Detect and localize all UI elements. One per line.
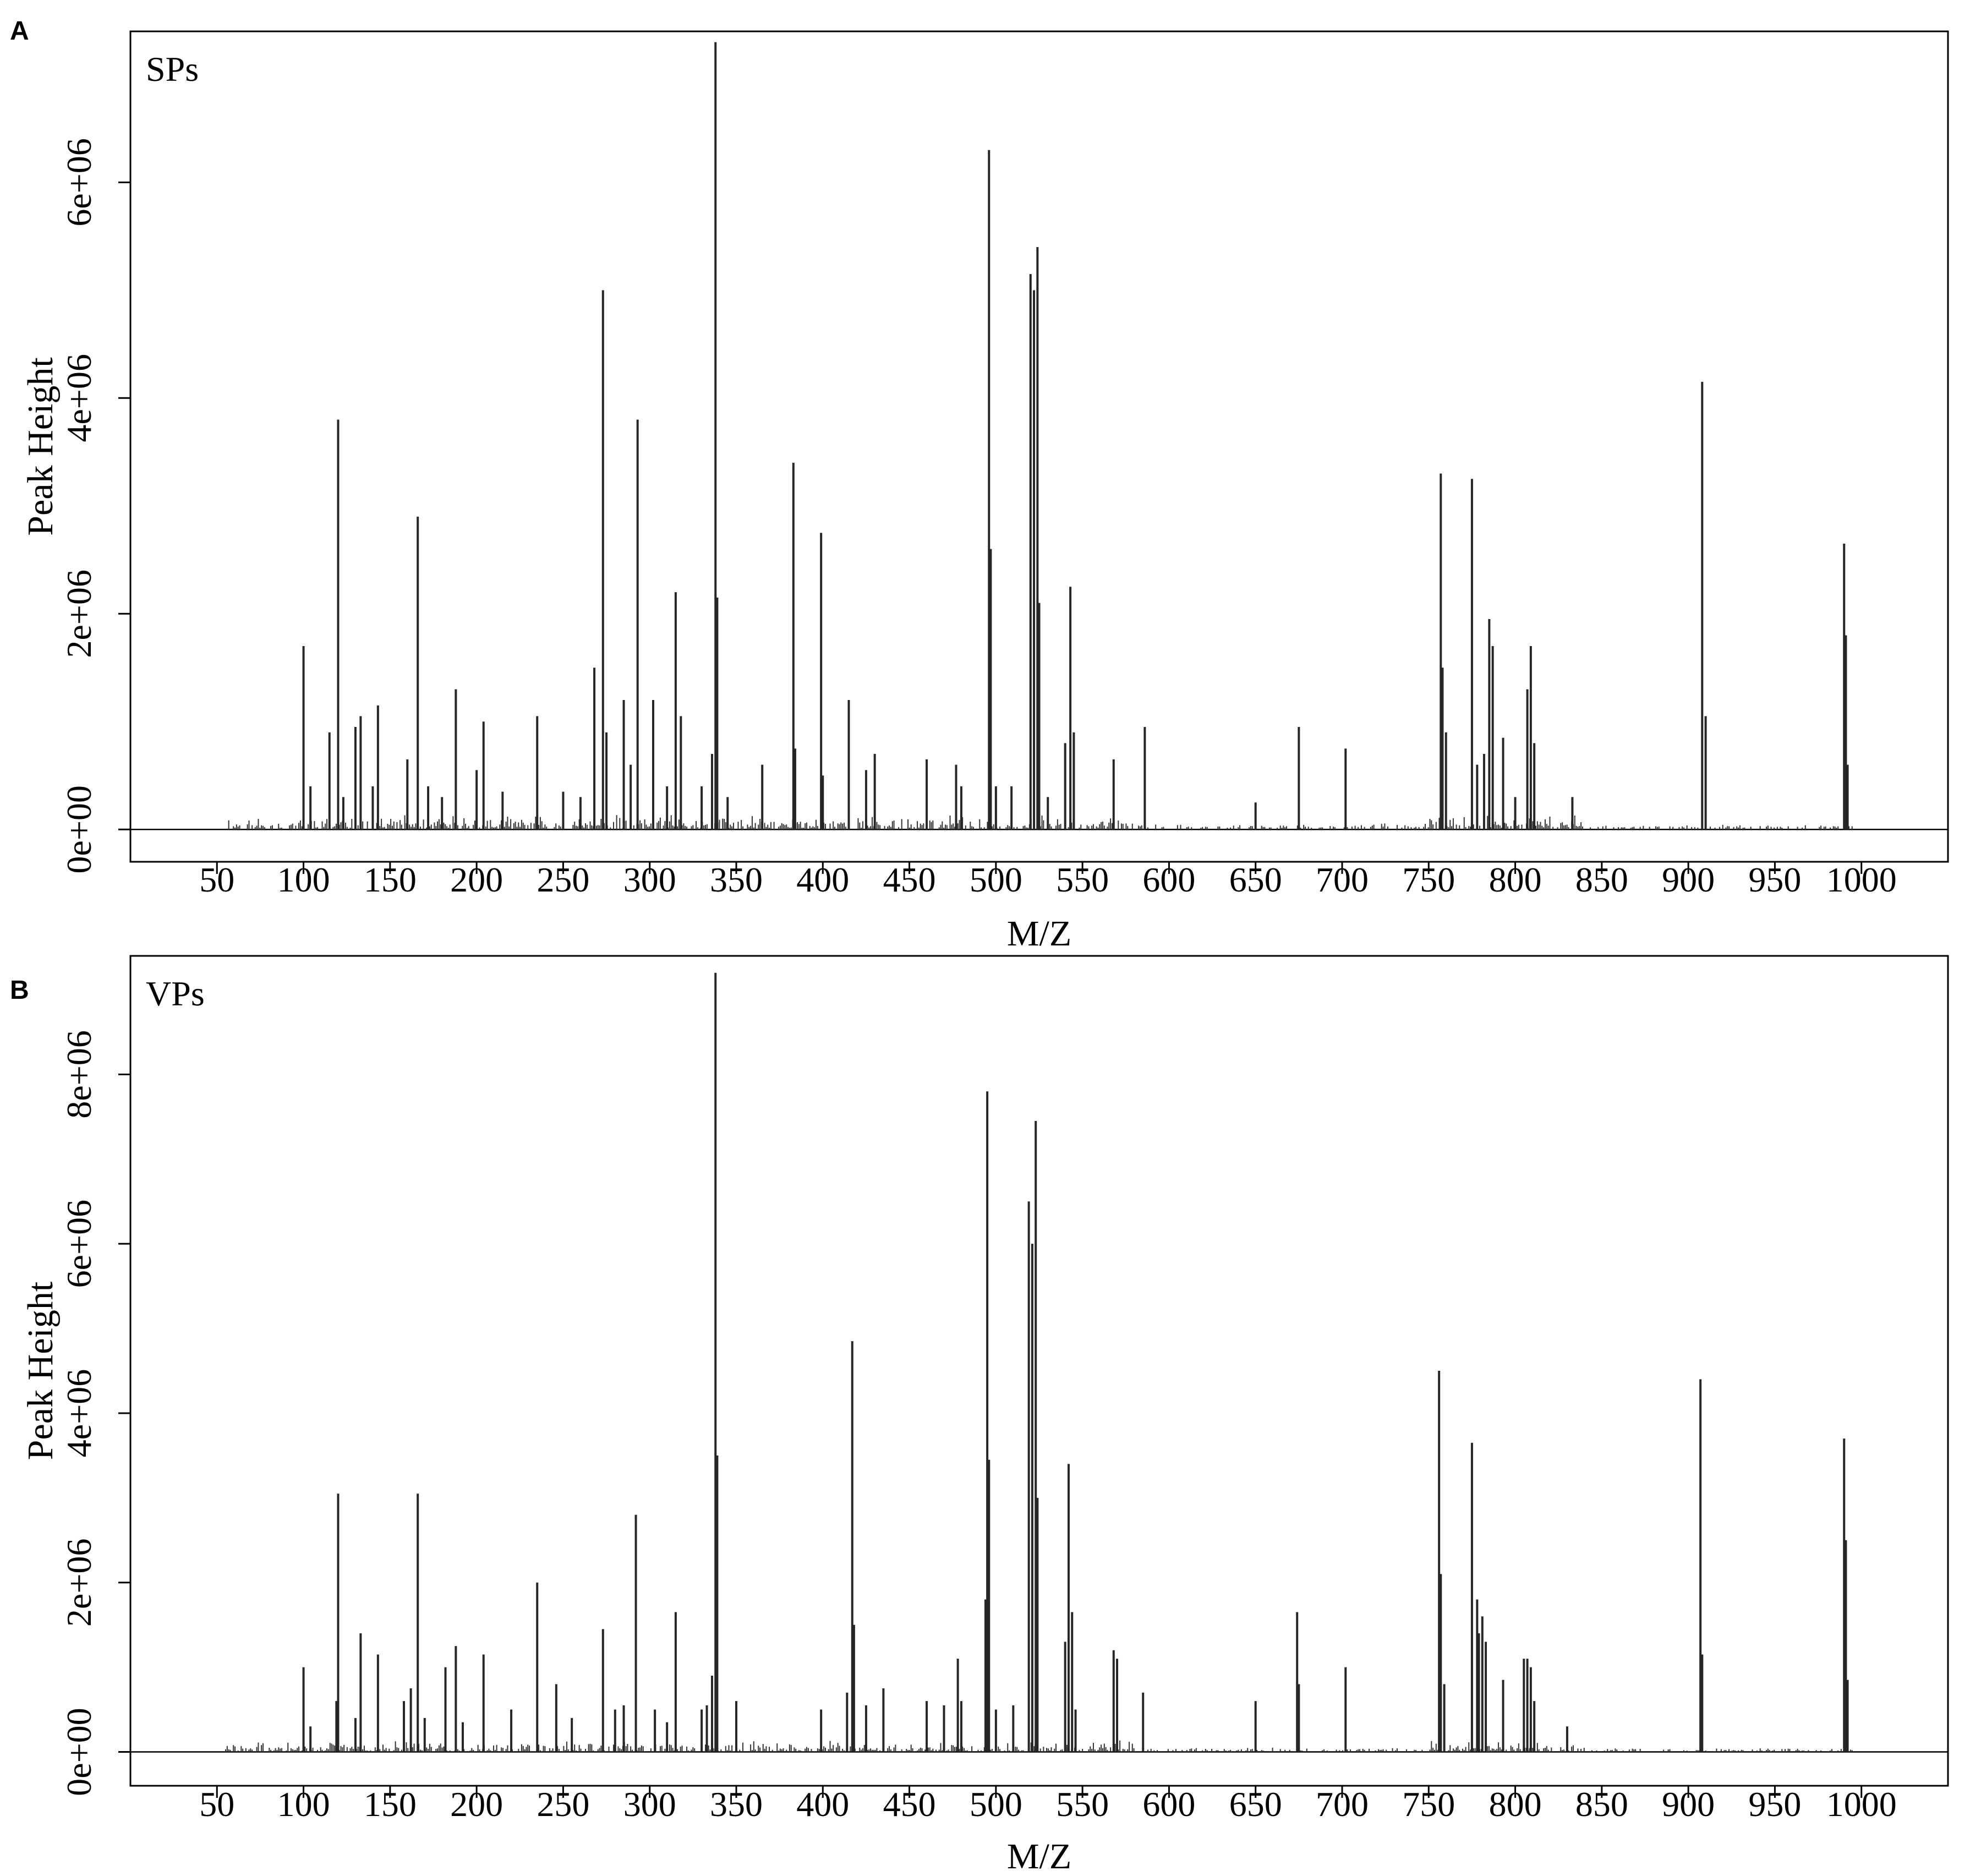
x-tick-label: 150 — [364, 860, 417, 899]
x-tick-label: 1000 — [1826, 860, 1897, 899]
x-tick-label: 800 — [1489, 1785, 1542, 1824]
y-tick-label: 2e+06 — [59, 570, 98, 658]
x-tick-label: 350 — [710, 860, 763, 899]
x-tick-label: 200 — [450, 860, 503, 899]
y-axis-title: Peak Height — [20, 357, 61, 535]
x-tick-label: 900 — [1662, 1785, 1715, 1824]
x-tick-label: 50 — [199, 860, 234, 899]
peak-series — [302, 972, 1849, 1752]
x-axis-title: M/Z — [1007, 914, 1071, 954]
chart-panel-b: B VPs 50 100 150 200 250 300 350 400 450 500 550 600 6… — [10, 955, 1949, 1876]
x-tick-label: 850 — [1575, 1785, 1628, 1824]
x-tick-label: 400 — [796, 860, 849, 899]
y-tick-label: 4e+06 — [59, 354, 98, 442]
x-tick-label: 400 — [796, 1785, 849, 1824]
plot-frame — [129, 30, 1949, 863]
x-tick-label: 750 — [1402, 860, 1455, 899]
x-tick-label: 650 — [1229, 860, 1282, 899]
x-tick-label: 550 — [1056, 860, 1109, 899]
x-tick-label: 800 — [1489, 860, 1542, 899]
x-tick-label: 700 — [1316, 860, 1369, 899]
panel-letter: A — [10, 17, 29, 46]
x-tick-label: 750 — [1402, 1785, 1455, 1824]
y-tick-label: 8e+06 — [59, 1030, 98, 1119]
x-tick-label: 600 — [1142, 860, 1195, 899]
x-tick-label: 600 — [1142, 1785, 1195, 1824]
y-axis-title: Peak Height — [20, 1282, 61, 1460]
plot-frame — [129, 955, 1949, 1787]
x-tick-label: 500 — [970, 860, 1022, 899]
x-tick-label: 450 — [883, 1785, 936, 1824]
x-tick-label: 500 — [970, 1785, 1022, 1824]
x-tick-label: 450 — [883, 860, 936, 899]
y-tick-label: 2e+06 — [59, 1538, 98, 1627]
x-tick-label: 900 — [1662, 860, 1715, 899]
x-tick-label: 250 — [537, 1785, 589, 1824]
x-tick-label: 100 — [277, 860, 330, 899]
y-tick-label: 4e+06 — [59, 1369, 98, 1458]
x-tick-label: 950 — [1748, 1785, 1801, 1824]
panel-letter: B — [10, 976, 29, 1005]
x-tick-label: 850 — [1575, 860, 1628, 899]
x-tick-label: 300 — [623, 1785, 676, 1824]
x-tick-label: 200 — [450, 1785, 503, 1824]
x-tick-label: 50 — [199, 1785, 234, 1824]
peak-series — [302, 42, 1849, 830]
y-tick-label: 6e+06 — [59, 1200, 98, 1288]
x-tick-label: 1000 — [1826, 1785, 1897, 1824]
noise-peaks — [228, 815, 1853, 830]
x-tick-label: 550 — [1056, 1785, 1109, 1824]
noise-peaks — [225, 1740, 1853, 1752]
x-tick-label: 250 — [537, 860, 589, 899]
x-axis-title: M/Z — [1007, 1836, 1071, 1876]
x-tick-label: 950 — [1748, 860, 1801, 899]
panel-label: VPs — [146, 974, 205, 1013]
panel-label: SPs — [146, 50, 199, 89]
x-tick-label: 100 — [277, 1785, 330, 1824]
x-tick-label: 150 — [364, 1785, 417, 1824]
chart-panel-a: A SPs 50 100 150 200 250 300 350 400 450 500 550 600 6… — [10, 17, 1949, 954]
y-tick-label: 0e+00 — [59, 1708, 98, 1796]
x-tick-label: 650 — [1229, 1785, 1282, 1824]
y-tick-label: 6e+06 — [59, 138, 98, 227]
x-tick-label: 700 — [1316, 1785, 1369, 1824]
x-tick-label: 300 — [623, 860, 676, 899]
x-tick-label: 350 — [710, 1785, 763, 1824]
y-tick-label: 0e+00 — [59, 785, 98, 874]
